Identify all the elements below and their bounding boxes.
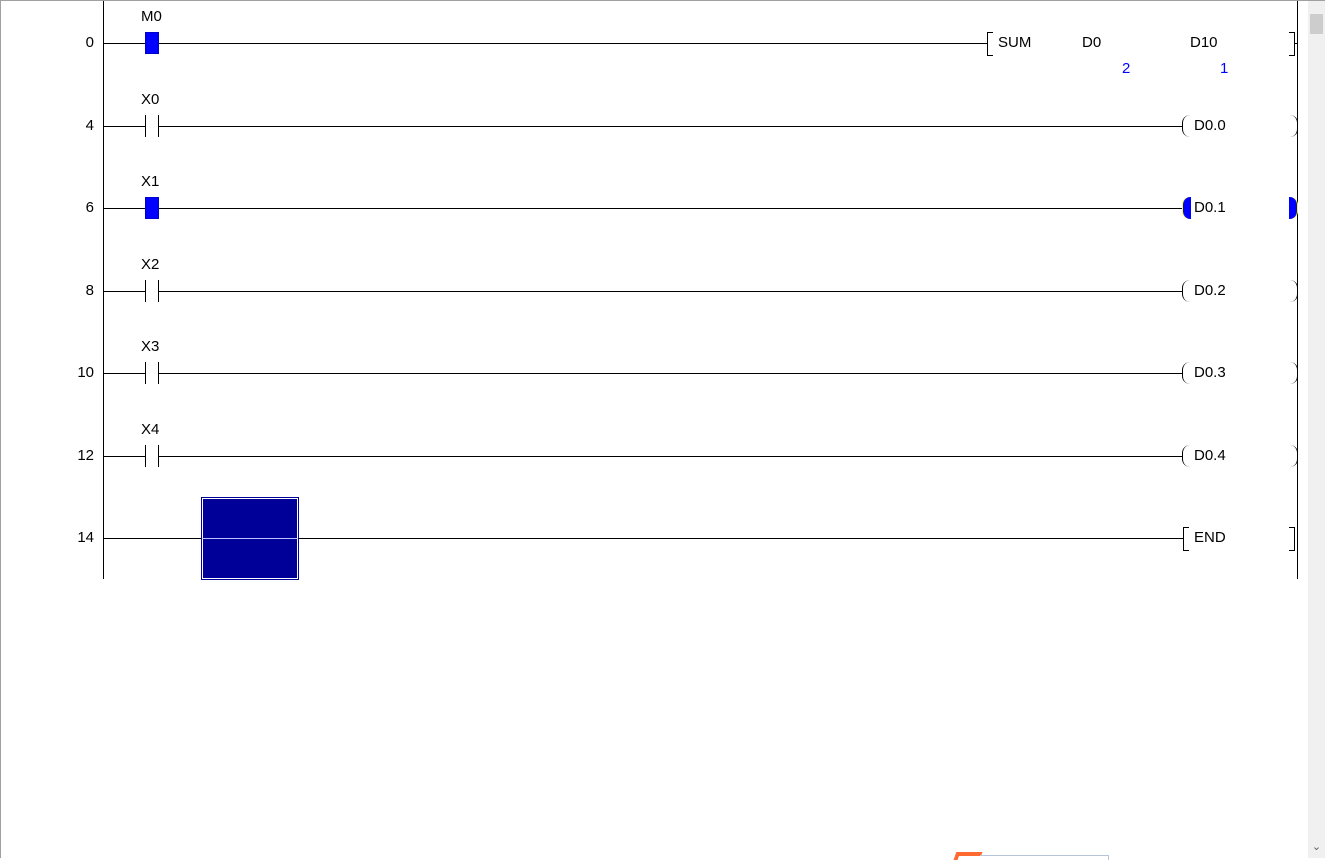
operand-2-value: 1 [1220, 60, 1229, 77]
coil-open[interactable] [1182, 445, 1191, 467]
step-number: 4 [85, 117, 94, 134]
vertical-scrollbar[interactable] [1308, 1, 1325, 858]
contact-label: X0 [141, 91, 160, 108]
step-number: 0 [85, 34, 94, 51]
contact-label: X1 [141, 173, 160, 190]
coil-close[interactable] [1289, 197, 1298, 219]
rung-wire [104, 538, 1183, 539]
contact-x3[interactable] [145, 362, 159, 384]
coil-open[interactable] [1182, 362, 1191, 384]
coil-close[interactable] [1289, 280, 1298, 302]
step-number: 12 [77, 447, 94, 464]
coil-d0-0[interactable]: D0.0 [1194, 117, 1226, 134]
rung-wire [104, 126, 1183, 127]
rung-wire [104, 456, 1183, 457]
coil-close[interactable] [1289, 115, 1298, 137]
edit-cursor[interactable] [201, 497, 299, 580]
operand-1-value: 2 [1122, 60, 1131, 77]
step-number: 10 [77, 364, 94, 381]
contact-label: X4 [141, 421, 160, 438]
contact-x0[interactable] [145, 115, 159, 137]
step-number: 14 [77, 529, 94, 546]
coil-open[interactable] [1182, 280, 1191, 302]
rung-wire [104, 291, 1183, 292]
contact-m0[interactable] [145, 32, 159, 54]
contact-label: M0 [141, 8, 162, 25]
coil-d0-3[interactable]: D0.3 [1194, 364, 1226, 381]
end-instruction[interactable]: END [1194, 529, 1226, 546]
operand-2[interactable]: D10 [1190, 34, 1218, 51]
coil-d0-2[interactable]: D0.2 [1194, 282, 1226, 299]
taskbar-item[interactable] [980, 855, 1109, 860]
end-close-bracket [1289, 527, 1295, 551]
rung-wire-end [1295, 43, 1298, 44]
left-power-rail [103, 1, 104, 579]
rung-wire [104, 208, 1183, 209]
contact-x4[interactable] [145, 445, 159, 467]
rung-wire [104, 43, 987, 44]
contact-x2[interactable] [145, 280, 159, 302]
coil-d0-1[interactable]: D0.1 [1194, 199, 1226, 216]
cursor-wire [202, 538, 298, 539]
contact-label: X3 [141, 338, 160, 355]
step-number: 6 [85, 199, 94, 216]
operand-1[interactable]: D0 [1082, 34, 1102, 51]
coil-close[interactable] [1289, 445, 1298, 467]
contact-x1[interactable] [145, 197, 159, 219]
coil-d0-4[interactable]: D0.4 [1194, 447, 1226, 464]
coil-close[interactable] [1289, 362, 1298, 384]
chevron-down-icon[interactable]: ⌄ [1311, 841, 1322, 853]
end-open-bracket [1183, 527, 1189, 551]
contact-label: X2 [141, 256, 160, 273]
scroll-up-button[interactable] [1308, 1, 1325, 13]
instruction-name[interactable]: SUM [998, 34, 1032, 51]
coil-open[interactable] [1182, 115, 1191, 137]
instruction-open-bracket [987, 32, 993, 56]
scrollbar-thumb[interactable] [1310, 14, 1323, 34]
step-number: 8 [85, 282, 94, 299]
instruction-close-bracket [1289, 32, 1295, 56]
coil-open[interactable] [1182, 197, 1191, 219]
rung-wire [104, 373, 1183, 374]
